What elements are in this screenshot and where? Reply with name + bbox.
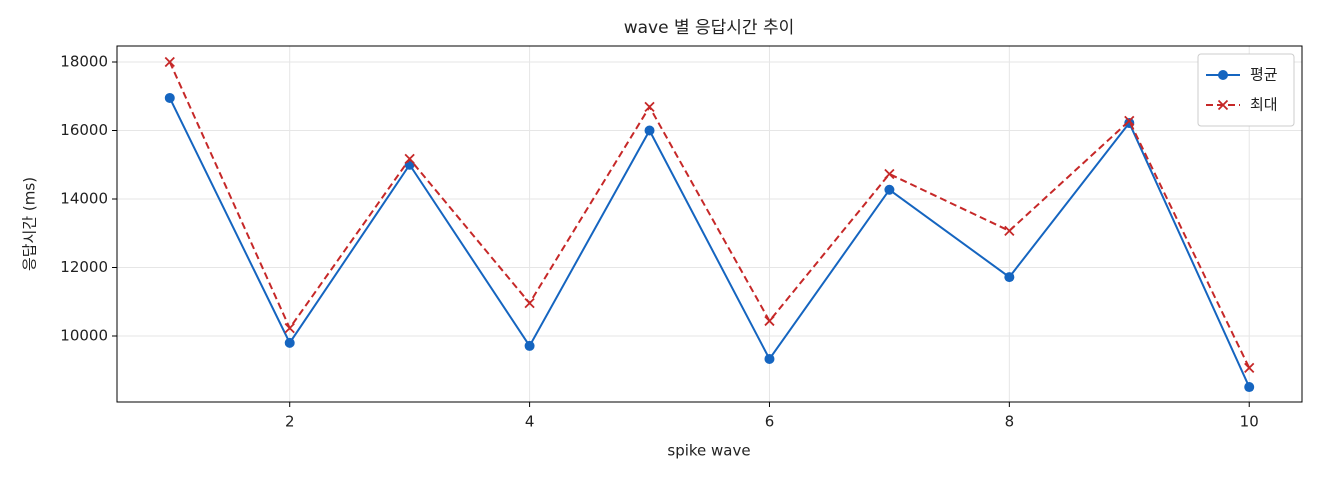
legend-box (1197, 53, 1295, 127)
point (284, 322, 295, 334)
point (644, 125, 655, 136)
legend-marker (1217, 99, 1229, 111)
x-tick-label: 8 (1005, 413, 1015, 431)
legend-label: 평균 (1250, 66, 1278, 84)
legend-marker (1218, 70, 1228, 80)
x-tick-label: 6 (765, 413, 775, 431)
point (644, 101, 655, 112)
y-tick-label: 14000 (60, 189, 108, 207)
point (1124, 115, 1135, 127)
point (284, 337, 295, 348)
y-axis-label: 응답시간 (ms) (21, 177, 39, 271)
x-axis-label: spike wave (667, 442, 750, 460)
series-line (168, 97, 1251, 388)
point (1244, 382, 1255, 393)
point (884, 168, 895, 180)
y-tick-label: 10000 (60, 326, 108, 344)
point (404, 153, 415, 165)
point (164, 56, 175, 68)
point (884, 184, 895, 195)
plot-frame (116, 45, 1303, 403)
point (164, 92, 175, 103)
point (1004, 272, 1015, 283)
chart-title: wave 별 응답시간 추이 (624, 18, 795, 38)
x-tick-label: 10 (1240, 413, 1259, 431)
point (524, 297, 535, 309)
series-line (168, 61, 1251, 369)
y-tick-label: 18000 (60, 52, 108, 70)
point (1244, 362, 1255, 373)
point (764, 353, 775, 364)
y-tick-label: 16000 (60, 121, 108, 139)
point (764, 315, 775, 327)
point (1004, 225, 1015, 236)
x-tick-label: 4 (525, 413, 535, 431)
point (524, 340, 535, 351)
x-tick-label: 2 (285, 413, 295, 431)
legend-label: 최대 (1250, 96, 1278, 114)
y-tick-label: 12000 (60, 258, 108, 276)
